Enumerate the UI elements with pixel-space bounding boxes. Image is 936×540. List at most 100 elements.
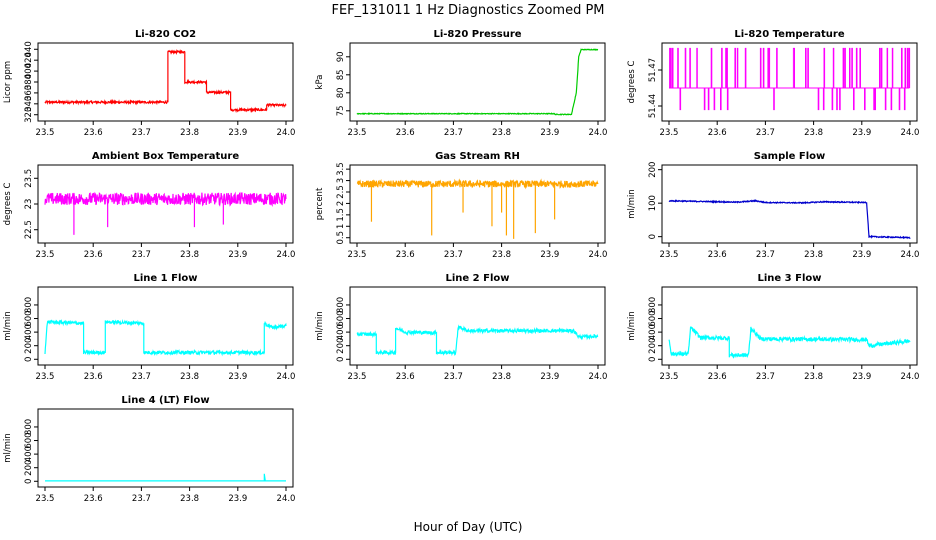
y-tick-label: 0.5: [336, 231, 346, 245]
y-tick-label: 3: [336, 178, 346, 183]
x-tick-label: 23.5: [660, 128, 679, 138]
y-axis-label: ml/min: [3, 433, 13, 463]
y-axis-label: ml/min: [3, 311, 13, 341]
y-tick-label: 340: [24, 96, 34, 112]
x-tick-label: 23.8: [804, 128, 823, 138]
series-line: [44, 49, 287, 114]
y-tick-label: 23.5: [24, 169, 34, 188]
panel-title: Ambient Box Temperature: [92, 151, 239, 162]
x-tick-label: 24.0: [589, 250, 608, 260]
y-axis-label: percent: [315, 187, 325, 220]
y-tick-label: 200: [648, 162, 658, 178]
x-tick-label: 23.9: [540, 372, 559, 382]
y-tick-label: 2: [336, 201, 346, 206]
y-axis-label: degrees C: [3, 183, 13, 226]
x-tick-label: 23.6: [84, 372, 103, 382]
x-tick-label: 23.5: [660, 250, 679, 260]
y-axis-label: ml/min: [627, 311, 637, 341]
x-tick-label: 23.6: [84, 494, 103, 504]
y-tick-label: 23: [24, 199, 34, 210]
series-line: [44, 191, 287, 207]
x-tick-label: 23.8: [804, 250, 823, 260]
plot-frame: [349, 164, 606, 244]
series-line: [356, 324, 599, 357]
plot-frame: [349, 286, 606, 366]
series-line: [356, 178, 599, 190]
panel-title: Line 4 (LT) Flow: [121, 395, 209, 406]
x-tick-label: 24.0: [277, 494, 296, 504]
x-tick-label: 23.5: [348, 250, 367, 260]
x-tick-label: 23.9: [852, 128, 871, 138]
x-tick-label: 23.7: [132, 250, 151, 260]
panel-9: Line 3 Flow 23.5 23.6 23.7 23.8 23.9 24.0 0 2004…: [627, 273, 919, 382]
panel-title: Sample Flow: [754, 151, 826, 162]
x-tick-label: 23.8: [180, 250, 199, 260]
x-tick-label: 23.8: [492, 372, 511, 382]
panel-title: Li-820 Temperature: [734, 29, 844, 40]
x-tick-label: 23.5: [660, 372, 679, 382]
x-tick-label: 23.9: [540, 250, 559, 260]
plot-frame: [661, 42, 918, 122]
x-tick-label: 23.5: [36, 494, 55, 504]
x-tick-label: 23.9: [228, 128, 247, 138]
x-tick-label: 23.6: [396, 372, 415, 382]
x-tick-label: 23.5: [348, 372, 367, 382]
y-tick-label: 0: [24, 479, 34, 484]
y-tick-label: 400: [24, 446, 34, 462]
y-axis-label: kPa: [315, 75, 325, 90]
y-tick-label: 51.47: [648, 58, 658, 82]
y-tick-label: 85: [336, 69, 346, 80]
y-tick-label: 200: [24, 338, 34, 354]
panel-title: Line 1 Flow: [134, 273, 198, 284]
x-tick-label: 24.0: [901, 250, 920, 260]
y-tick-label: 0: [648, 357, 658, 362]
x-tick-label: 23.5: [348, 128, 367, 138]
y-tick-label: 400: [648, 324, 658, 340]
x-tick-label: 23.6: [708, 128, 727, 138]
y-tick-label: 800: [24, 297, 34, 313]
x-tick-label: 24.0: [277, 128, 296, 138]
y-tick-label: 420: [24, 52, 34, 68]
x-tick-label: 23.8: [180, 372, 199, 382]
y-tick-label: 600: [336, 310, 346, 326]
y-tick-label: 0: [24, 357, 34, 362]
y-tick-label: 800: [24, 419, 34, 435]
x-tick-label: 23.7: [444, 128, 463, 138]
y-tick-label: 1: [336, 224, 346, 229]
y-axis-label: ml/min: [315, 311, 325, 341]
series-line: [669, 47, 911, 111]
y-tick-label: 600: [24, 432, 34, 448]
panel-4: Ambient Box Temperature 23.5 23.6 23.7 23.8 2…: [3, 151, 295, 260]
y-tick-label: 320: [24, 107, 34, 123]
x-tick-label: 23.6: [84, 128, 103, 138]
x-tick-label: 23.8: [492, 128, 511, 138]
panel-title: Line 2 Flow: [446, 273, 510, 284]
y-tick-label: 800: [648, 297, 658, 313]
panel-8: Line 2 Flow 23.5 23.6 23.7 23.8 23.9 24.0 0 2004…: [315, 273, 607, 382]
x-tick-label: 24.0: [277, 250, 296, 260]
y-tick-label: 80: [336, 87, 346, 98]
x-tick-label: 23.7: [756, 250, 775, 260]
x-tick-label: 23.5: [36, 250, 55, 260]
x-tick-label: 23.7: [756, 372, 775, 382]
x-axis-label: Hour of Day (UTC): [414, 520, 523, 534]
y-tick-label: 0: [336, 357, 346, 362]
x-tick-label: 23.7: [132, 494, 151, 504]
series-line: [45, 473, 286, 482]
y-tick-label: 200: [336, 338, 346, 354]
y-tick-label: 400: [24, 63, 34, 79]
y-tick-label: 1.5: [336, 208, 346, 222]
y-tick-label: 3.5: [336, 162, 346, 176]
plot-frame: [37, 408, 294, 488]
series-line: [668, 199, 911, 240]
plot-frame: [349, 42, 606, 122]
y-axis-label: degrees C: [627, 61, 637, 104]
y-tick-label: 360: [24, 85, 34, 101]
y-tick-label: 0: [648, 234, 658, 239]
x-tick-label: 24.0: [901, 128, 920, 138]
panel-title: Gas Stream RH: [435, 151, 520, 162]
y-tick-label: 200: [24, 460, 34, 476]
x-tick-label: 23.7: [444, 372, 463, 382]
